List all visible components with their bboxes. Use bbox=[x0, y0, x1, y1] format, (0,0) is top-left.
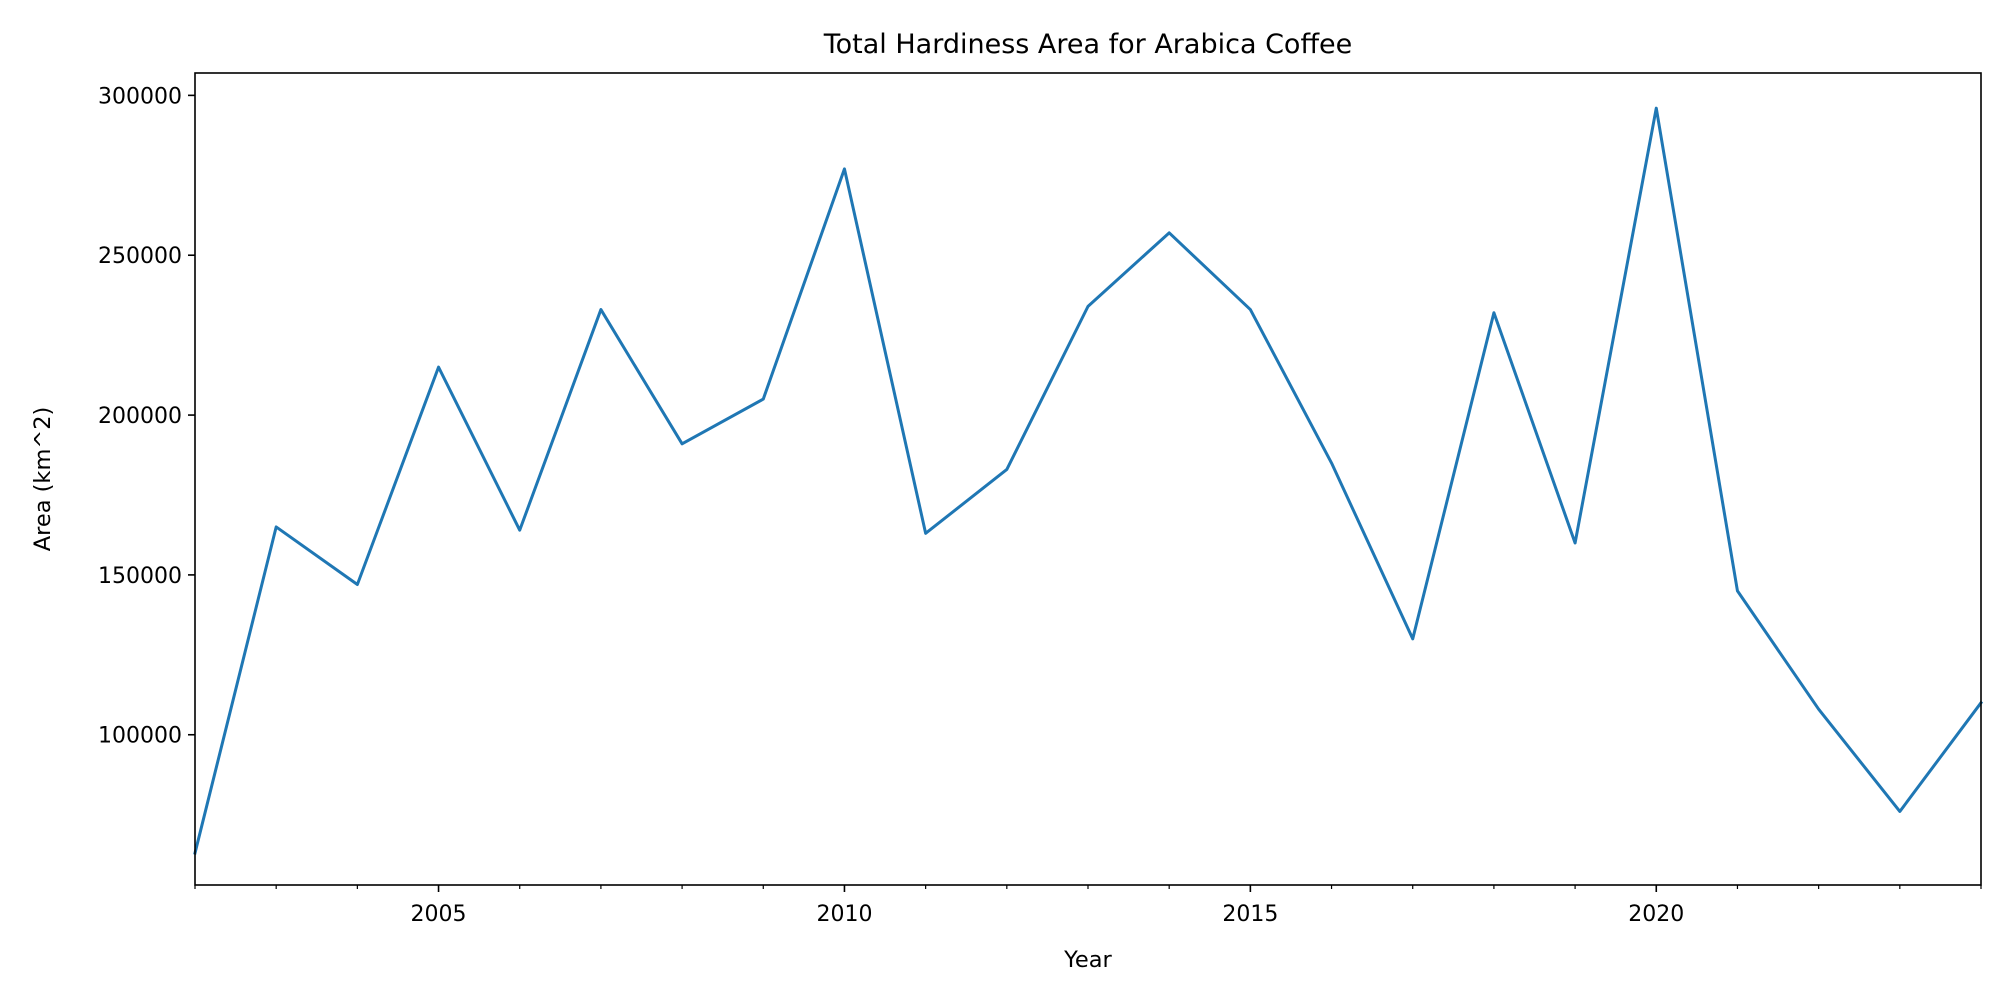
x-tick-label: 2010 bbox=[816, 902, 872, 927]
y-axis-title: Area (km^2) bbox=[30, 407, 56, 552]
x-tick-label: 2015 bbox=[1222, 902, 1278, 927]
y-tick-label: 100000 bbox=[98, 724, 182, 749]
x-tick-label: 2005 bbox=[411, 902, 467, 927]
series-line-0 bbox=[193, 106, 1984, 855]
y-tick-label: 250000 bbox=[98, 244, 182, 269]
y-tick-label: 200000 bbox=[98, 404, 182, 429]
x-tick-label: 2020 bbox=[1628, 902, 1684, 927]
chart-title: Total Hardiness Area for Arabica Coffee bbox=[823, 29, 1353, 60]
series-group bbox=[193, 106, 1984, 855]
x-axis-title: Year bbox=[1063, 947, 1112, 973]
y-tick-label: 300000 bbox=[98, 84, 182, 109]
plot-frame bbox=[194, 72, 1982, 886]
axes-group: 100000 150000 200000 250000 300000 2005 2010 20… bbox=[98, 84, 1982, 927]
y-tick-label: 150000 bbox=[98, 564, 182, 589]
